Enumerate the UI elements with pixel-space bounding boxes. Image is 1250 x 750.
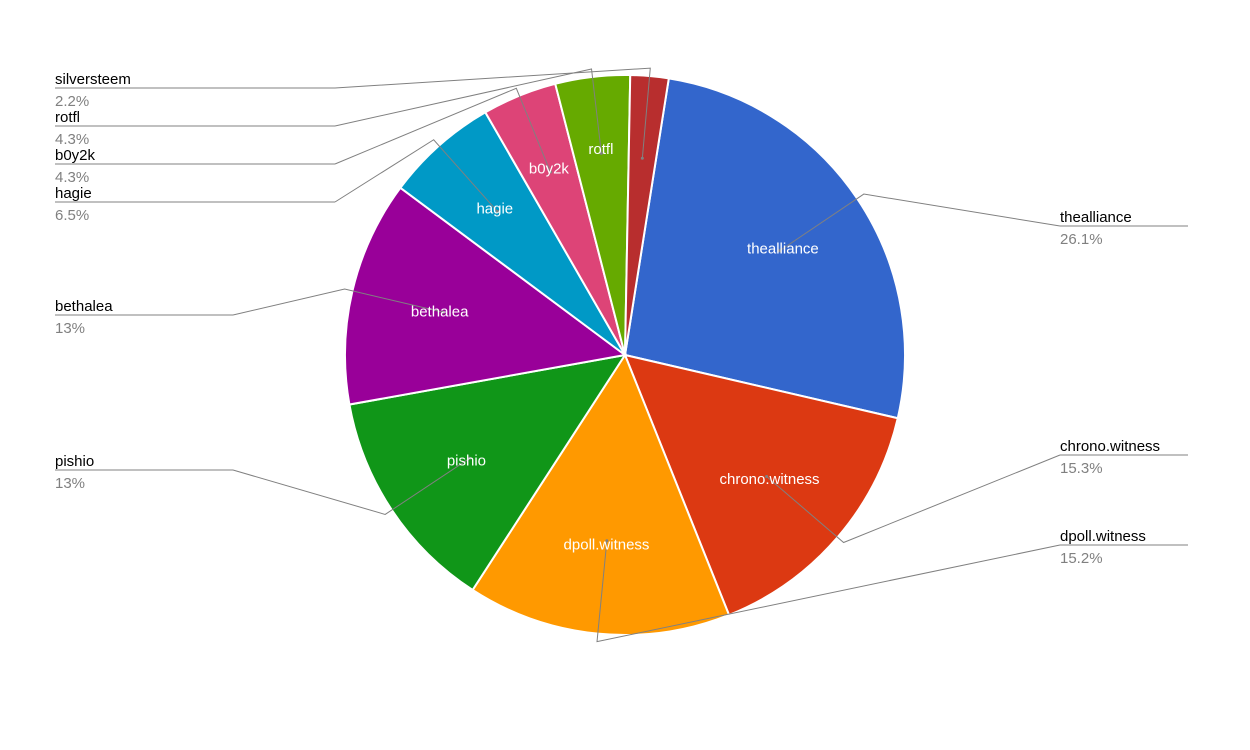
slice-label-b0y2k: b0y2k <box>529 160 570 177</box>
slice-label-pishio: pishio <box>447 452 486 469</box>
ext-label-name-pishio: pishio <box>55 453 94 470</box>
ext-label-name-silversteem: silversteem <box>55 71 131 88</box>
ext-label-name-dpoll-witness: dpoll.witness <box>1060 528 1146 545</box>
ext-label-pct-hagie: 6.5% <box>55 207 89 224</box>
slice-label-hagie: hagie <box>476 201 513 218</box>
ext-label-name-hagie: hagie <box>55 185 92 202</box>
ext-label-pct-silversteem: 2.2% <box>55 93 89 110</box>
ext-label-pct-rotfl: 4.3% <box>55 131 89 148</box>
ext-label-name-rotfl: rotfl <box>55 109 80 126</box>
ext-label-pct-dpoll-witness: 15.2% <box>1060 550 1103 567</box>
ext-label-name-thealliance: thealliance <box>1060 209 1132 226</box>
ext-label-pct-bethalea: 13% <box>55 320 85 337</box>
slice-label-dpoll-witness: dpoll.witness <box>564 536 650 553</box>
pie-chart: thealliance chrono.witness dpoll.witness pi… <box>0 0 1250 750</box>
ext-label-name-chrono-witness: chrono.witness <box>1060 438 1160 455</box>
slice-label-thealliance: thealliance <box>747 241 819 258</box>
ext-label-pct-pishio: 13% <box>55 475 85 492</box>
ext-label-pct-thealliance: 26.1% <box>1060 231 1103 248</box>
ext-label-name-bethalea: bethalea <box>55 298 113 315</box>
ext-label-pct-chrono-witness: 15.3% <box>1060 460 1103 477</box>
ext-label-pct-b0y2k: 4.3% <box>55 169 89 186</box>
slice-label-bethalea: bethalea <box>411 303 469 320</box>
slice-label-chrono-witness: chrono.witness <box>719 471 819 488</box>
ext-label-name-b0y2k: b0y2k <box>55 147 96 164</box>
slice-label-rotfl: rotfl <box>588 141 613 158</box>
